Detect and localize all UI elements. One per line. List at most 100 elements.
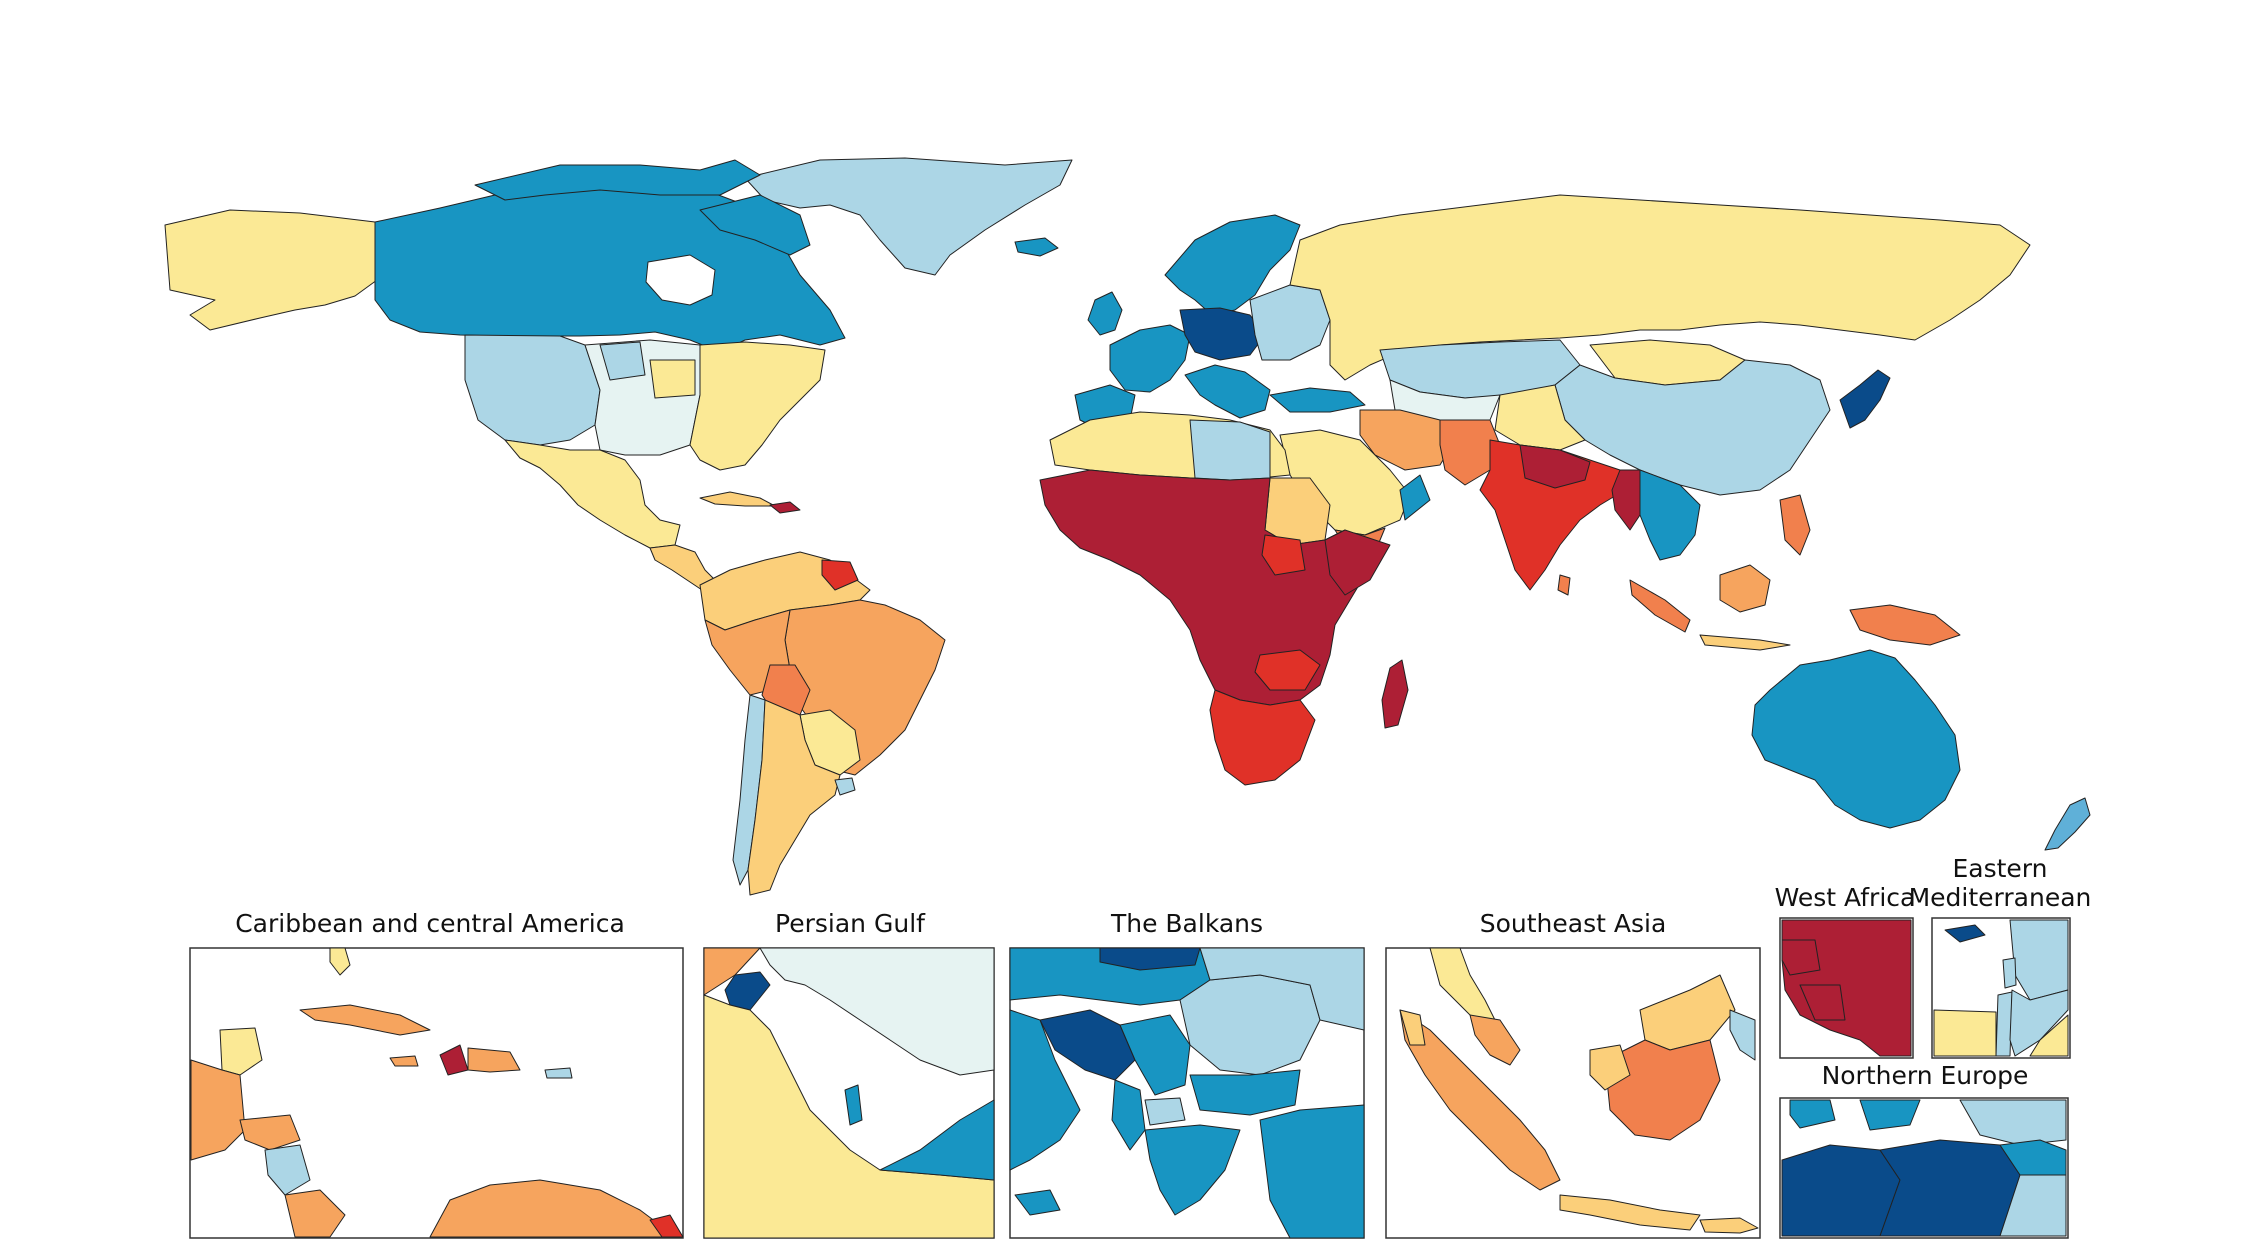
region-horn-africa — [1324, 529, 1391, 596]
inset-em-lebanon — [2002, 957, 2017, 989]
inset-sea-sumatra-north — [1399, 1009, 1426, 1046]
region-korea-japan — [1839, 369, 1891, 429]
region-alaska — [164, 209, 378, 331]
inset-car-cuba — [299, 1004, 431, 1036]
inset-pg-qatar — [844, 1084, 863, 1126]
inset-eastern-med-land — [1933, 919, 2069, 1057]
inset-caribbean-title: Caribbean and central America — [235, 909, 625, 938]
region-scandinavia — [1164, 214, 1301, 316]
region-argentina — [747, 699, 841, 896]
inset-em-cyprus — [1944, 924, 1986, 943]
inset-em-egypt — [1933, 1009, 1997, 1057]
inset-em-saudi — [2029, 1014, 2069, 1057]
inset-car-guatemala-belize — [239, 1114, 301, 1151]
region-greenland — [744, 157, 1073, 276]
inset-bk-macedonia — [1144, 1097, 1186, 1126]
inset-pg-iran — [759, 947, 995, 1076]
inset-ne-germany — [1781, 1144, 1901, 1237]
inset-northern-europe-land — [1781, 1099, 2067, 1237]
inset-ne-belarus — [1999, 1174, 2067, 1237]
inset-wa-senegal — [1781, 939, 1821, 976]
inset-balkans-land — [1009, 947, 1365, 1239]
inset-wa-guinea — [1799, 984, 1846, 1021]
region-mexico — [504, 439, 681, 549]
region-central-europe — [1179, 307, 1266, 361]
region-madagascar — [1381, 659, 1409, 729]
inset-bk-serbia — [1119, 1014, 1191, 1096]
region-turkey — [1269, 387, 1366, 413]
inset-bk-greece — [1144, 1124, 1241, 1216]
region-indonesia-sumatra — [1629, 579, 1691, 633]
inset-bk-bulgaria — [1189, 1069, 1301, 1116]
region-zambia-area — [1254, 649, 1321, 691]
region-italy-balkans — [1184, 364, 1271, 419]
inset-sea-malaysia — [1469, 1014, 1521, 1066]
region-libya — [1189, 419, 1271, 481]
world-map — [164, 157, 2091, 896]
inset-northern-europe: Northern Europe — [1779, 1061, 2069, 1239]
inset-car-yucatan — [219, 1027, 263, 1076]
inset-persian-gulf-title: Persian Gulf — [775, 909, 926, 938]
region-usa-midwest-light — [599, 341, 646, 381]
inset-car-florida — [329, 947, 351, 976]
inset-car-guiana-red — [649, 1214, 684, 1238]
inset-em-jordan — [2009, 989, 2069, 1057]
inset-southeast-asia: Southeast Asia — [1385, 909, 1761, 1239]
region-uruguay — [834, 777, 856, 796]
region-southern-africa — [1209, 689, 1316, 786]
region-baffin-island — [699, 194, 811, 256]
region-china-west — [1494, 384, 1586, 451]
inset-car-puerto-rico — [544, 1067, 573, 1079]
inset-em-israel — [1995, 991, 2013, 1057]
inset-eastern-med-title-2: Mediterranean — [1909, 883, 2092, 912]
region-new-guinea — [1849, 604, 1961, 646]
inset-ne-denmark — [1789, 1099, 1836, 1129]
region-indonesia-java — [1699, 634, 1791, 651]
inset-caribbean-frame — [189, 947, 684, 1239]
inset-bk-slovakia — [1099, 947, 1201, 971]
inset-ne-sweden — [1859, 1099, 1921, 1131]
region-iceland — [1014, 237, 1059, 257]
region-india-north — [1519, 444, 1591, 489]
region-indonesia-borneo — [1719, 564, 1771, 613]
inset-balkans: The Balkans — [1009, 909, 1365, 1239]
inset-west-africa-title: West Africa — [1775, 883, 1916, 912]
water-hudson-bay — [645, 254, 716, 306]
inset-bk-croatia-bosnia — [1039, 1009, 1136, 1081]
inset-west-africa: West Africa — [1775, 883, 1916, 1059]
inset-ne-poland — [1879, 1139, 2021, 1237]
inset-pg-saudi — [703, 994, 995, 1239]
inset-bk-montenegro-albania — [1111, 1079, 1146, 1151]
inset-caribbean-land — [190, 947, 684, 1238]
inset-bk-ukraine-moldova — [1199, 947, 1365, 1031]
inset-sea-borneo-kalimantan — [1604, 1039, 1721, 1141]
region-western-europe — [1109, 324, 1191, 393]
inset-pg-uae — [879, 1099, 995, 1181]
region-usa-plains — [649, 359, 696, 399]
inset-car-jamaica — [389, 1055, 419, 1067]
inset-sea-java — [1559, 1194, 1701, 1231]
region-south-sudan — [1261, 534, 1306, 576]
region-hispaniola — [769, 501, 801, 514]
inset-sea-bali — [1699, 1217, 1759, 1234]
inset-eastern-med-title-1: Eastern — [1952, 854, 2047, 883]
inset-sea-borneo-west — [1589, 1044, 1631, 1091]
region-india — [1479, 439, 1626, 591]
inset-bk-sicily — [1014, 1189, 1061, 1216]
region-sub-saharan — [1039, 469, 1376, 706]
region-iran — [1359, 409, 1456, 471]
inset-car-honduras — [264, 1144, 311, 1196]
inset-car-dominican — [467, 1047, 521, 1073]
inset-southeast-asia-title: Southeast Asia — [1480, 909, 1667, 938]
inset-persian-gulf-land — [703, 947, 995, 1239]
inset-balkans-title: The Balkans — [1110, 909, 1263, 938]
region-afghanistan-pakistan — [1439, 419, 1501, 486]
region-usa-west — [464, 334, 601, 446]
region-china — [1554, 359, 1831, 496]
region-sri-lanka — [1557, 574, 1571, 596]
region-uk-ireland — [1087, 291, 1123, 336]
region-eastern-europe — [1249, 284, 1331, 361]
region-australia — [1751, 649, 1961, 829]
region-philippines — [1779, 494, 1811, 556]
